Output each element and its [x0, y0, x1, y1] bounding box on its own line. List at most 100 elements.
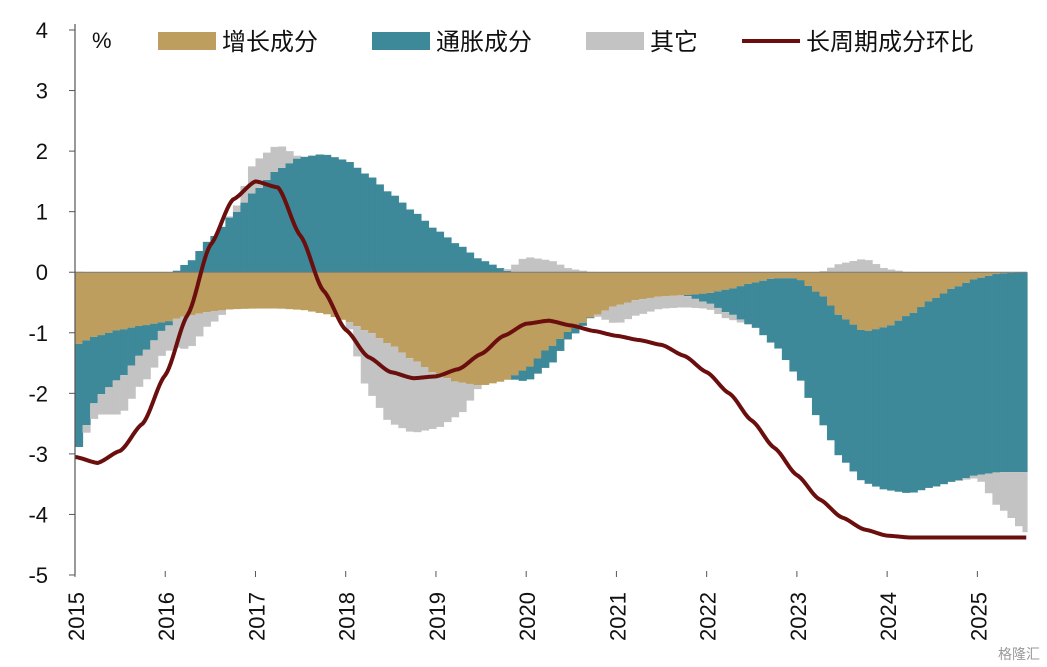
area-segment — [593, 272, 602, 315]
y-tick-label: -4 — [28, 502, 48, 527]
area-segment — [90, 403, 99, 419]
area-segment — [857, 329, 866, 481]
area-segment — [157, 330, 166, 356]
area-segment — [165, 321, 174, 326]
area-segment — [142, 349, 151, 380]
area-segment — [571, 328, 580, 334]
area-segment — [962, 478, 971, 480]
area-segment — [977, 277, 986, 475]
area-segment — [375, 184, 384, 273]
area-segment — [157, 272, 166, 323]
area-segment — [97, 335, 106, 395]
area-segment — [864, 260, 873, 273]
area-segment — [428, 272, 437, 373]
area-segment — [413, 361, 422, 433]
area-segment — [721, 272, 730, 290]
area-segment — [450, 381, 460, 418]
area-segment — [1007, 472, 1016, 518]
area-segment — [962, 272, 971, 283]
area-segment — [586, 272, 595, 318]
area-segment — [654, 272, 663, 297]
area-segment — [638, 299, 648, 314]
area-segment — [556, 264, 565, 273]
area-segment — [150, 272, 159, 324]
area-segment — [278, 272, 287, 309]
area-segment — [82, 272, 91, 341]
area-segment — [623, 272, 633, 303]
area-segment — [210, 311, 219, 322]
area-segment — [473, 385, 482, 390]
area-segment — [691, 272, 700, 295]
area-segment — [759, 280, 768, 336]
area-segment — [669, 272, 678, 296]
area-segment — [150, 323, 159, 341]
area-segment — [278, 167, 287, 273]
area-segment — [187, 260, 196, 273]
x-tick-label: 2020 — [515, 592, 540, 641]
area-segment — [563, 331, 572, 340]
area-segment — [330, 272, 339, 318]
area-segment — [842, 272, 851, 320]
area-segment — [669, 295, 678, 308]
area-segment — [353, 272, 362, 327]
area-segment — [849, 272, 858, 325]
area-segment — [270, 272, 279, 309]
area-segment — [511, 375, 520, 380]
area-segment — [766, 278, 775, 343]
area-segment — [112, 380, 121, 415]
area-segment — [120, 272, 129, 330]
area-segment — [984, 473, 994, 494]
area-segment — [623, 302, 633, 320]
area-segment — [375, 272, 384, 339]
area-segment — [172, 270, 181, 273]
area-segment — [187, 315, 196, 347]
legend-label: 其它 — [650, 28, 698, 56]
area-segment — [232, 272, 242, 310]
area-segment — [120, 375, 129, 411]
area-segment — [270, 146, 279, 172]
area-segment — [917, 307, 926, 491]
area-segment — [142, 325, 151, 350]
area-segment — [721, 289, 730, 313]
legend-swatch — [158, 32, 216, 50]
area-segment — [127, 272, 136, 328]
area-segment — [819, 296, 828, 426]
area-segment — [631, 300, 640, 316]
y-tick-label: -1 — [28, 321, 48, 346]
area-segment — [556, 272, 565, 339]
area-segment — [714, 307, 723, 315]
x-tick-label: 2023 — [786, 592, 811, 641]
area-segment — [210, 272, 219, 312]
area-segment — [255, 272, 264, 309]
area-segment — [420, 366, 430, 431]
area-segment — [736, 286, 745, 320]
area-segment — [661, 272, 670, 297]
area-segment — [157, 322, 166, 331]
area-segment — [924, 301, 933, 488]
area-segment — [578, 322, 587, 326]
area-segment — [97, 272, 106, 336]
area-segment — [894, 320, 903, 492]
area-segment — [593, 314, 602, 317]
area-segment — [443, 272, 452, 379]
area-segment — [398, 352, 407, 429]
area-segment — [1014, 272, 1024, 473]
area-segment — [383, 191, 392, 273]
area-segment — [293, 158, 302, 273]
area-segment — [541, 272, 550, 351]
area-segment — [127, 327, 136, 366]
area-segment — [368, 177, 377, 273]
area-segment — [879, 272, 888, 328]
area-segment — [466, 383, 475, 401]
area-segment — [195, 272, 204, 314]
area-segment — [992, 272, 1001, 275]
area-segment — [781, 278, 790, 361]
area-segment — [187, 272, 196, 316]
area-segment — [345, 321, 354, 330]
area-segment — [706, 292, 715, 304]
area-segment — [684, 296, 693, 308]
area-segment — [608, 306, 618, 323]
area-segment — [872, 329, 881, 487]
area-segment — [390, 272, 399, 347]
axes: 4 3 2 1 0 -1 -2 -3 -4 -5 2015 2016 2017 2018 2019 2020 2… — [28, 18, 991, 641]
